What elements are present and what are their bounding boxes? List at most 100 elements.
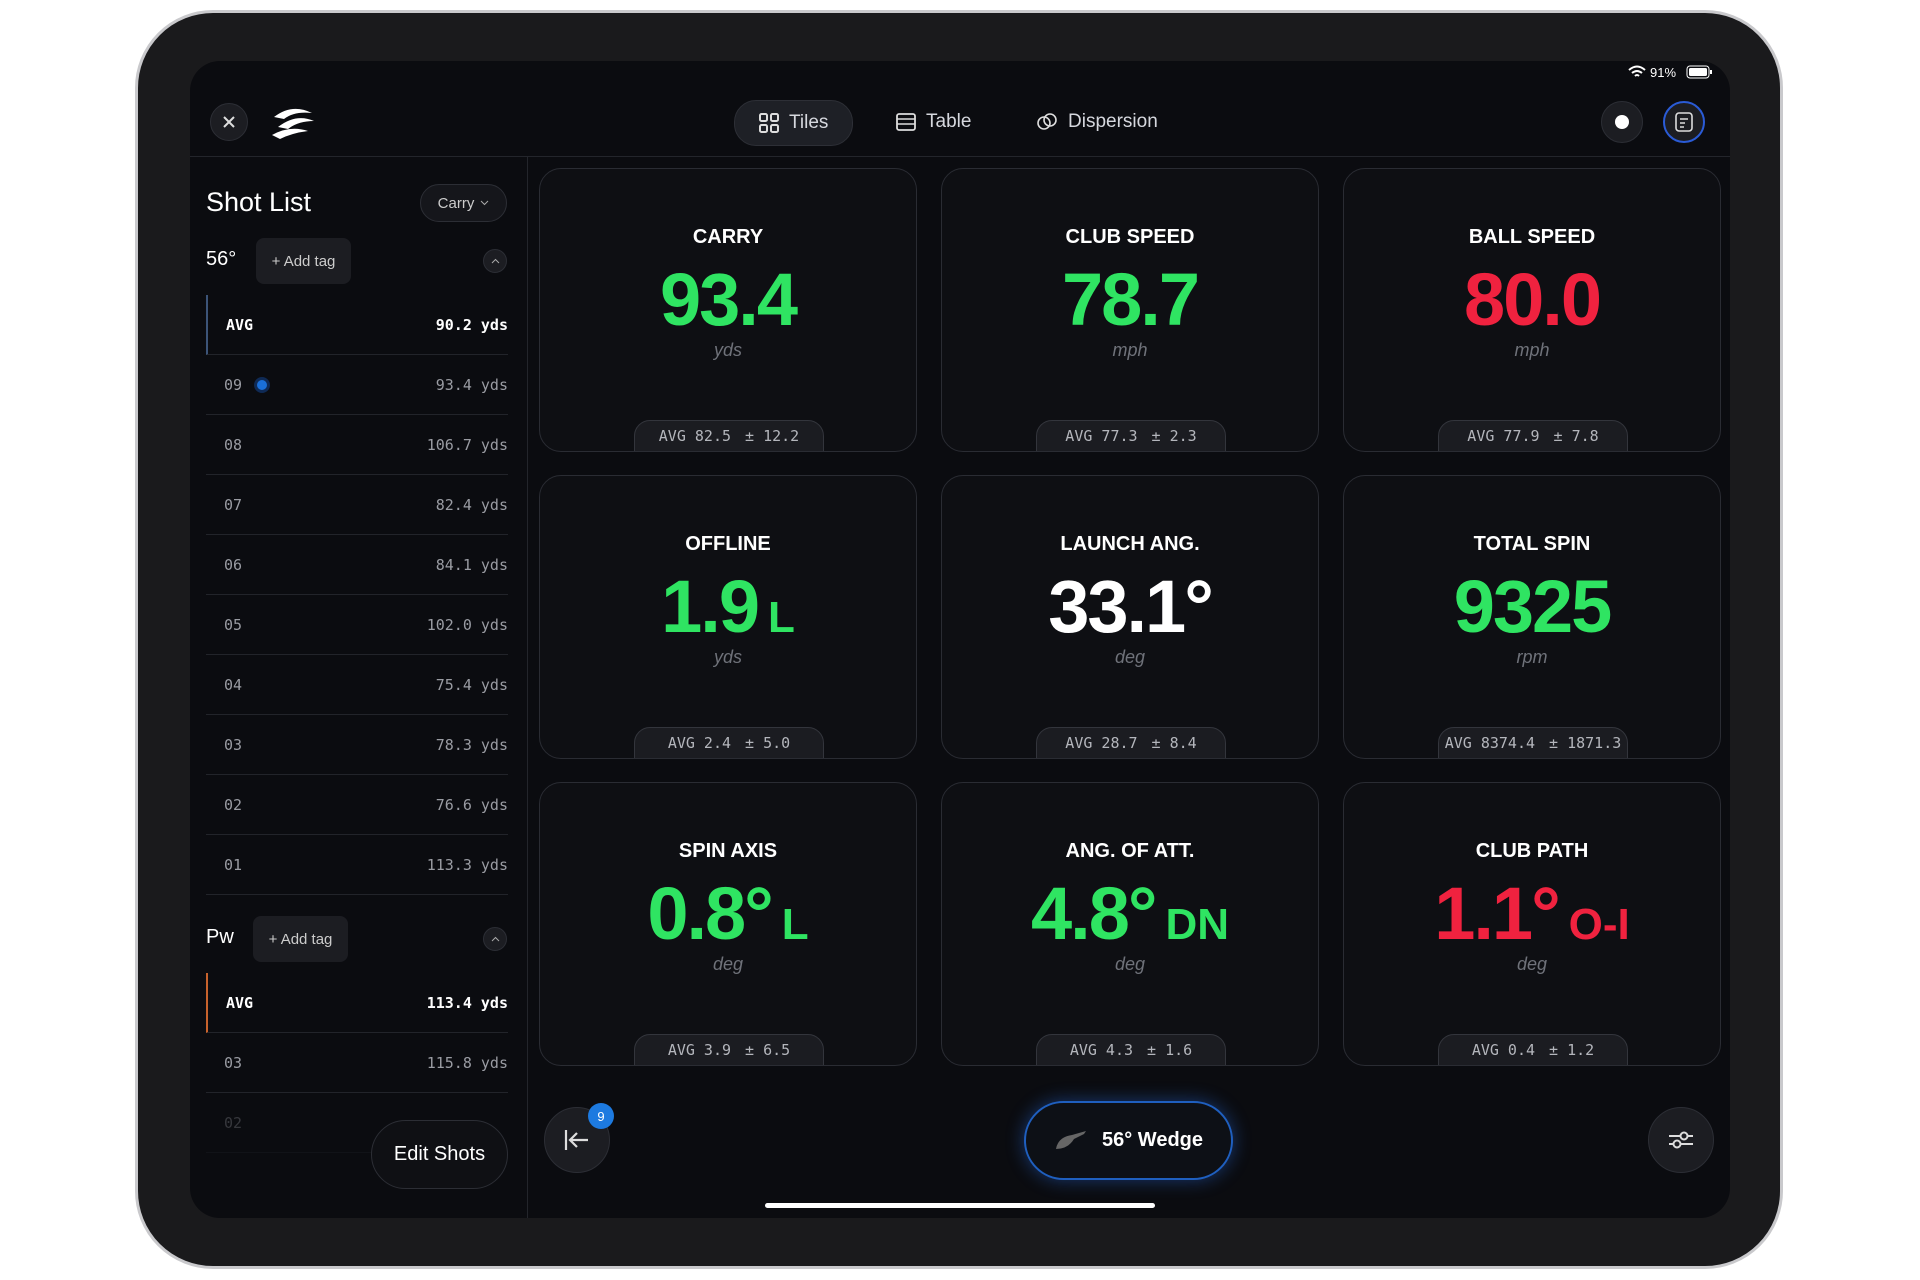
- shot-row[interactable]: 02: [206, 1093, 508, 1153]
- metric-unit: mph: [1514, 340, 1550, 360]
- avg-value: AVG 2.4: [667, 734, 732, 752]
- collapse-button[interactable]: [483, 249, 507, 273]
- close-button[interactable]: [210, 103, 248, 141]
- shot-row[interactable]: 03 115.8 yds: [206, 1033, 508, 1093]
- shot-number: 08: [224, 436, 242, 454]
- shot-distance: 82.4 yds: [435, 495, 508, 514]
- avg-spread: ± 1.6: [1147, 1041, 1193, 1059]
- shot-row[interactable]: 05 102.0 yds: [206, 595, 508, 655]
- value-number: 9325: [1453, 565, 1613, 648]
- shot-row[interactable]: 07 82.4 yds: [206, 475, 508, 535]
- shot-row[interactable]: 06 84.1 yds: [206, 535, 508, 595]
- shot-number: 03: [224, 736, 242, 754]
- club-button[interactable]: 56° Wedge: [1024, 1101, 1233, 1180]
- profile-button[interactable]: [1663, 101, 1705, 143]
- avg-spread: ± 2.3: [1151, 427, 1197, 445]
- shot-number: 07: [224, 496, 242, 514]
- metric-tile[interactable]: LAUNCH ANG. 33.1° deg AVG 28.7 ± 8.4: [941, 475, 1319, 759]
- collapse-button[interactable]: [483, 927, 507, 951]
- metric-tile[interactable]: CLUB PATH 1.1° O-I deg AVG 0.4 ± 1.2: [1343, 782, 1721, 1066]
- avg-row: AVG 113.4 yds: [206, 973, 508, 1033]
- avg-value: AVG 82.5: [658, 427, 732, 445]
- add-tag-button[interactable]: + Add tag: [256, 238, 351, 284]
- metric-unit: deg: [1516, 954, 1548, 974]
- avg-value: AVG 77.9: [1467, 427, 1540, 445]
- shot-number: 02: [224, 1114, 242, 1132]
- shot-label: 03: [224, 735, 243, 754]
- avg-spread: ± 7.8: [1553, 427, 1599, 445]
- shot-distance: 90.2 yds: [435, 315, 508, 334]
- avg-pill: AVG 4.3 ± 1.6: [1036, 1034, 1226, 1065]
- value-number: 93.4: [659, 258, 798, 341]
- shot-label: AVG: [226, 315, 254, 334]
- metric-tile[interactable]: BALL SPEED 80.0 mph AVG 77.9 ± 7.8: [1343, 168, 1721, 452]
- divider: [527, 156, 528, 1218]
- avg-value: AVG 3.9: [667, 1041, 732, 1059]
- metric-value: 33.1°: [942, 564, 1318, 649]
- shot-label: 06: [224, 555, 243, 574]
- avg-pill: AVG 3.9 ± 6.5: [634, 1034, 824, 1065]
- shot-distance: 78.3 yds: [435, 735, 508, 754]
- shot-number: 02: [224, 796, 242, 814]
- avg-spread: ± 6.5: [745, 1041, 791, 1059]
- shot-row[interactable]: 04 75.4 yds: [206, 655, 508, 715]
- value-number: 33.1°: [1048, 565, 1214, 648]
- panel-title: Shot List: [206, 187, 312, 217]
- home-indicator: [765, 1203, 1155, 1208]
- value-number: 1.9: [661, 565, 760, 648]
- avg-row: AVG 90.2 yds: [206, 295, 508, 355]
- metric-title: SPIN AXIS: [678, 840, 778, 862]
- avg-spread: ± 1.2: [1549, 1041, 1595, 1059]
- tab-tiles[interactable]: Tiles: [734, 100, 854, 146]
- tab-table[interactable]: Table: [872, 100, 995, 144]
- shot-label: 03: [224, 1053, 243, 1072]
- edit-shots-button[interactable]: Edit Shots: [371, 1120, 508, 1189]
- avg-pill: AVG 82.5 ± 12.2: [634, 420, 824, 451]
- dispersion-icon: [1037, 113, 1057, 130]
- add-tag-button[interactable]: + Add tag: [253, 916, 348, 962]
- shot-row[interactable]: 09 93.4 yds: [206, 355, 508, 415]
- shot-row[interactable]: 08 106.7 yds: [206, 415, 508, 475]
- value-suffix: DN: [1165, 900, 1230, 949]
- tab-dispersion[interactable]: Dispersion: [1012, 100, 1182, 144]
- avg-spread: ± 1871.3: [1549, 734, 1622, 752]
- avg-value: AVG 8374.4: [1444, 734, 1536, 752]
- shot-distance: 115.8 yds: [426, 1053, 508, 1072]
- avg-spread: ± 5.0: [745, 734, 791, 752]
- metric-unit: mph: [1112, 340, 1148, 360]
- shot-row[interactable]: 01 113.3 yds: [206, 835, 508, 895]
- logo: [272, 108, 314, 139]
- metric-value: 0.8° L: [540, 871, 916, 956]
- metric-tile[interactable]: TOTAL SPIN 9325 rpm AVG 8374.4 ± 1871.3: [1343, 475, 1721, 759]
- metric-unit: deg: [1114, 647, 1146, 667]
- metric-title: CLUB PATH: [1475, 840, 1589, 862]
- avg-value: AVG 28.7: [1065, 734, 1138, 752]
- metric-unit: deg: [712, 954, 744, 974]
- metric-title: BALL SPEED: [1468, 226, 1596, 248]
- shot-row[interactable]: 03 78.3 yds: [206, 715, 508, 775]
- shot-row[interactable]: 02 76.6 yds: [206, 775, 508, 835]
- close-icon: [223, 116, 235, 128]
- avg-pill: AVG 2.4 ± 5.0: [634, 727, 824, 758]
- settings-button[interactable]: [1648, 1107, 1714, 1173]
- chevron: [491, 258, 499, 264]
- metric-tile[interactable]: ANG. OF ATT. 4.8° DN deg AVG 4.3 ± 1.6: [941, 782, 1319, 1066]
- ball-button[interactable]: [1601, 101, 1643, 143]
- shot-number: 09: [224, 376, 271, 394]
- metric-title: ANG. OF ATT.: [1065, 840, 1195, 862]
- table-icon: [896, 113, 916, 131]
- chevron: [480, 200, 489, 206]
- metric-unit: yds: [713, 340, 742, 360]
- avg-pill: AVG 28.7 ± 8.4: [1036, 727, 1226, 758]
- avg-pill: AVG 77.9 ± 7.8: [1438, 420, 1628, 451]
- metric-tile[interactable]: CLUB SPEED 78.7 mph AVG 77.3 ± 2.3: [941, 168, 1319, 452]
- sort-dropdown[interactable]: Carry: [420, 184, 507, 222]
- value-suffix: L: [767, 593, 795, 642]
- metric-tile[interactable]: CARRY 93.4 yds AVG 82.5 ± 12.2: [539, 168, 917, 452]
- club-label: 56° Wedge: [1102, 1129, 1203, 1151]
- shot-count-badge: 9: [588, 1103, 614, 1129]
- shot-number: 06: [224, 556, 242, 574]
- value-number: 80.0: [1463, 258, 1602, 341]
